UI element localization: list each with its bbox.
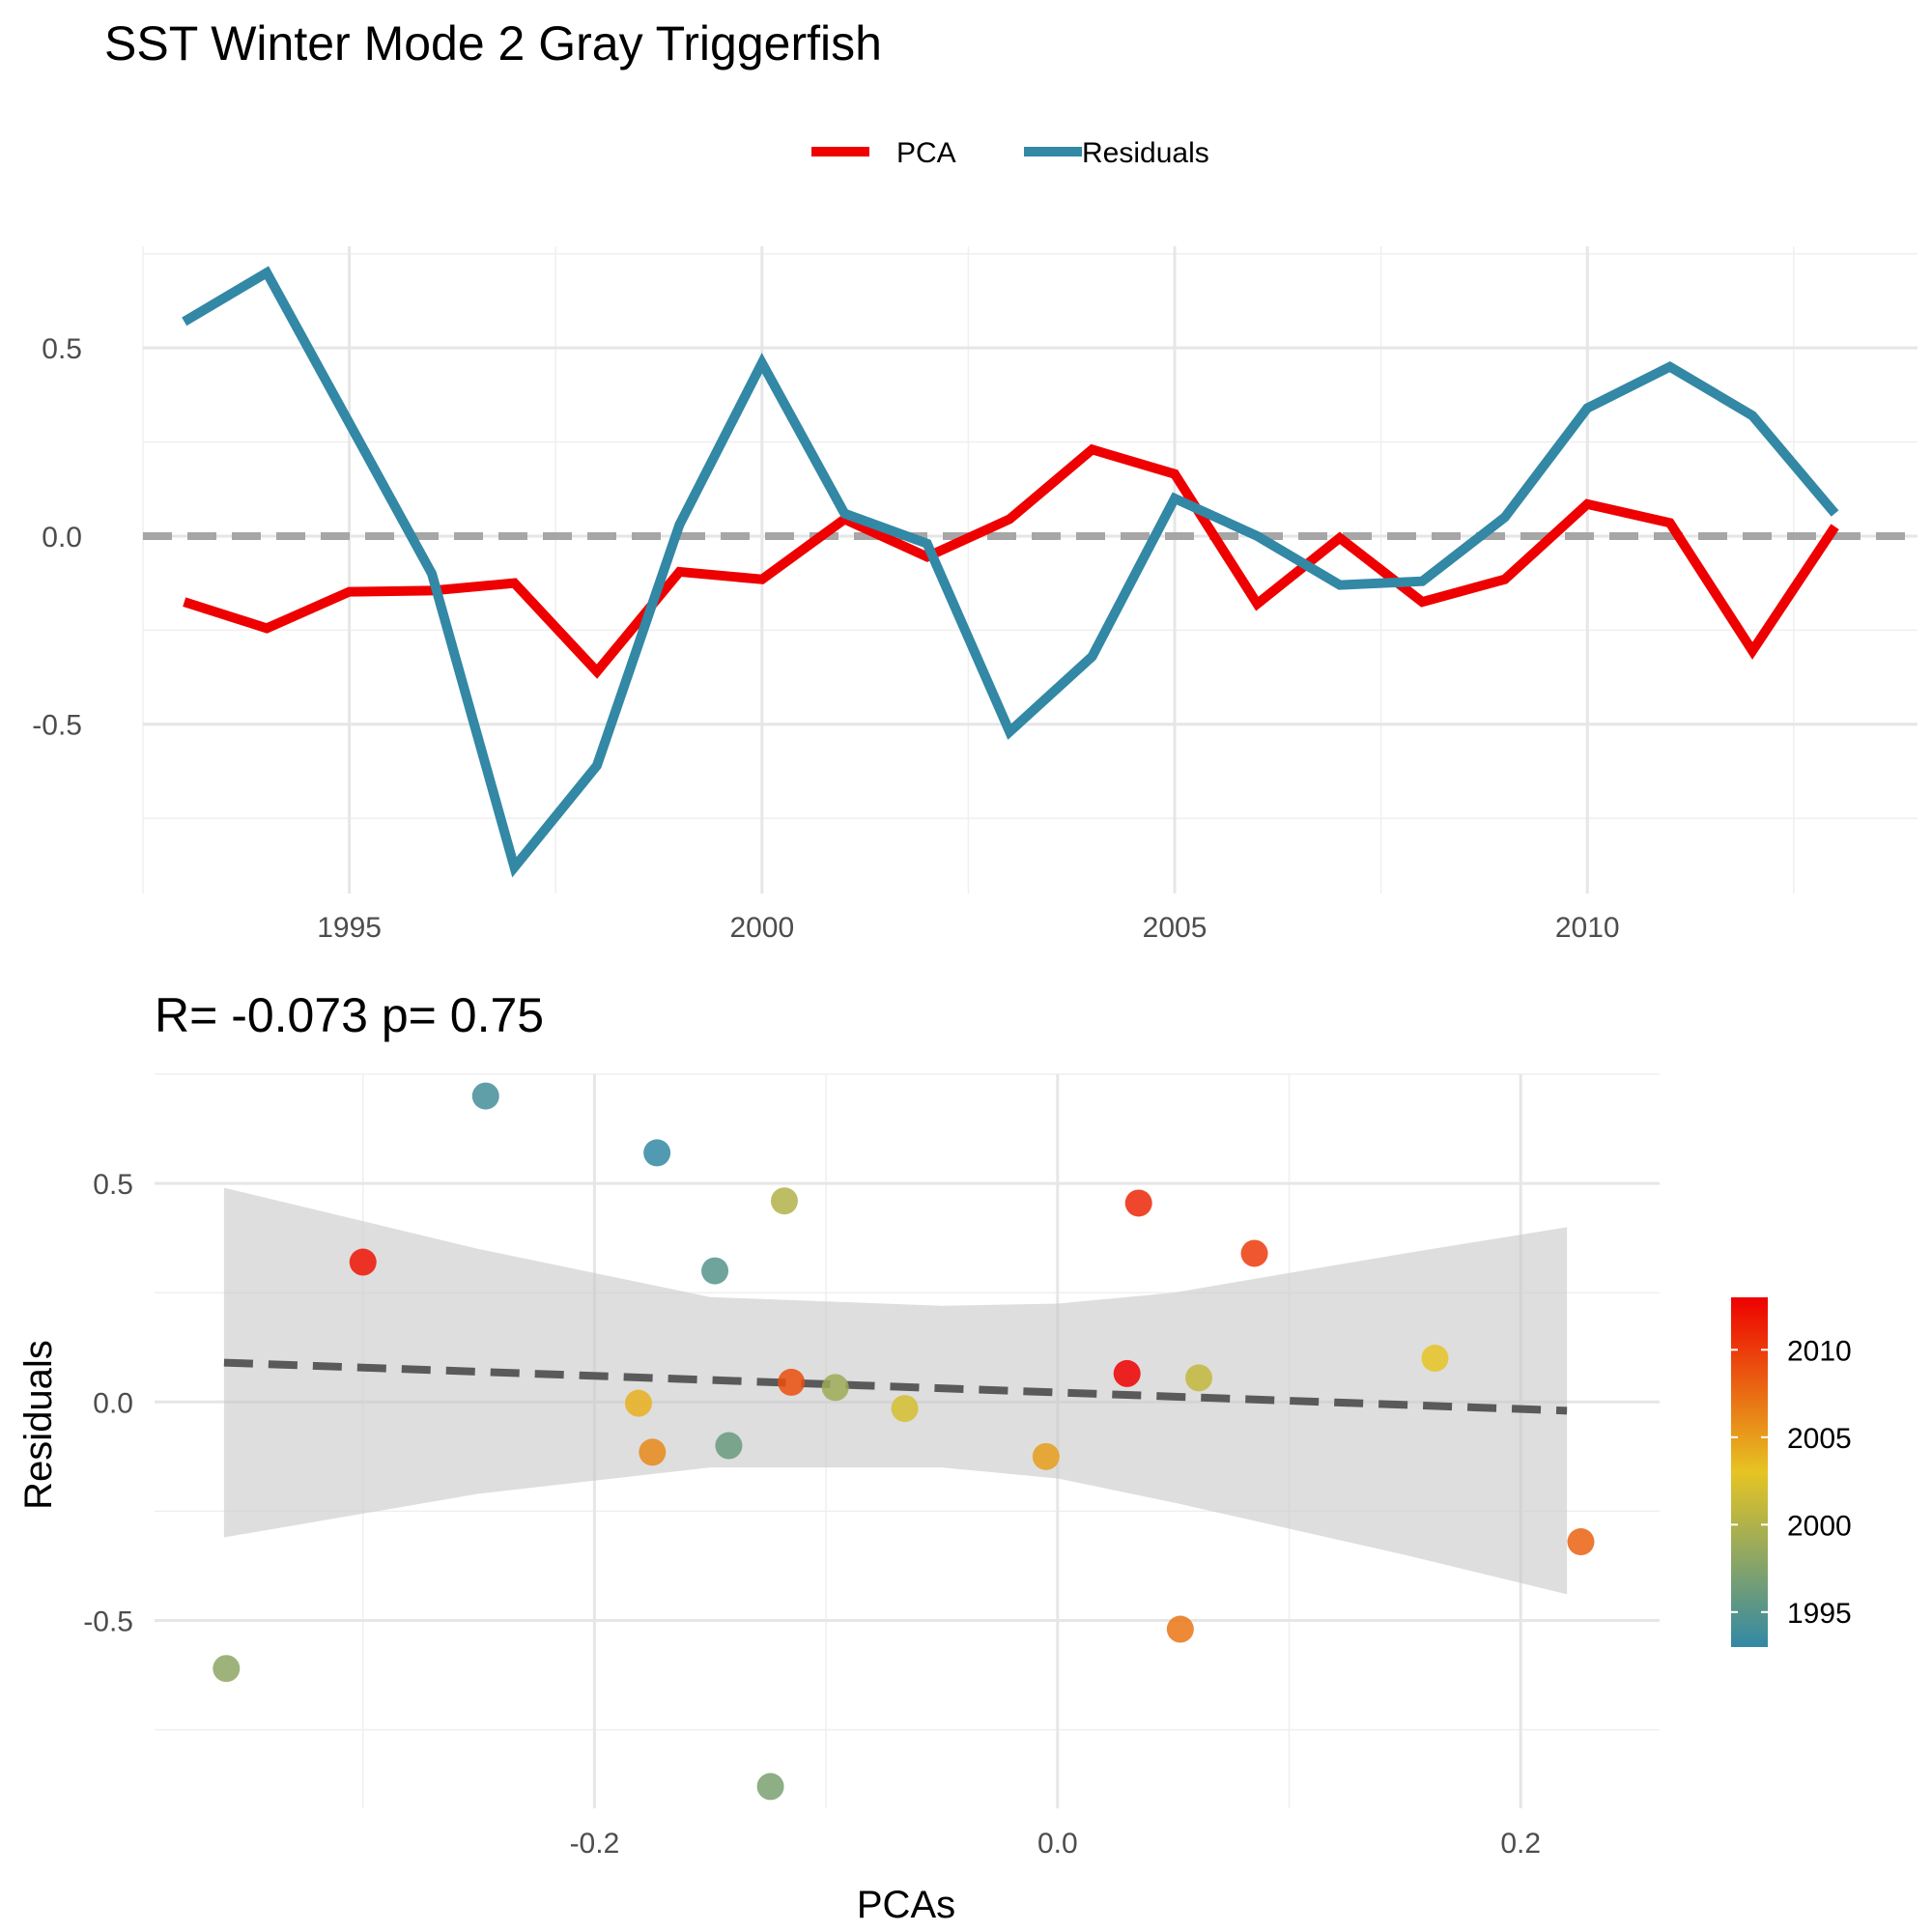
x-tick-label: 2010 bbox=[1555, 912, 1620, 944]
scatter-point bbox=[1032, 1442, 1060, 1470]
scatter-point bbox=[715, 1432, 743, 1460]
x-axis-title: PCAs bbox=[857, 1884, 955, 1926]
scatter-point bbox=[891, 1395, 919, 1423]
legend-label-residuals: Residuals bbox=[1082, 137, 1209, 169]
legend-label-pca: PCA bbox=[896, 137, 956, 169]
x-tick-label: 2005 bbox=[1143, 912, 1208, 944]
x-tick-label: 2000 bbox=[729, 912, 794, 944]
scatter-point bbox=[1185, 1364, 1213, 1392]
y-tick-label: -0.5 bbox=[83, 1605, 133, 1637]
scatter-point bbox=[471, 1082, 499, 1110]
x-tick-label: 1995 bbox=[317, 912, 382, 944]
y-tick-label: 0.0 bbox=[93, 1387, 133, 1419]
year-colorbar: 2010 2005 2000 1995 bbox=[1731, 1297, 1852, 1647]
colorbar-tick-label: 2010 bbox=[1787, 1335, 1852, 1367]
scatter-point bbox=[1240, 1239, 1268, 1267]
time-series-panel: 0.5 0.0 -0.5 1995 2000 2005 2010 bbox=[32, 246, 1918, 944]
y-tick-label: 0.0 bbox=[42, 522, 82, 554]
colorbar-tick-label: 1995 bbox=[1787, 1598, 1852, 1630]
scatter-point bbox=[821, 1374, 849, 1402]
x-tick-label: 0.2 bbox=[1500, 1828, 1541, 1860]
y-tick-label: 0.5 bbox=[93, 1169, 133, 1201]
scatter-point bbox=[1166, 1615, 1194, 1643]
colorbar-tick-label: 2005 bbox=[1787, 1423, 1852, 1455]
series-line-pca bbox=[183, 443, 1839, 679]
confidence-band bbox=[223, 1187, 1568, 1595]
scatter-point bbox=[1113, 1359, 1141, 1387]
x-tick-label: -0.2 bbox=[570, 1828, 620, 1860]
scatter-point bbox=[770, 1187, 798, 1215]
scatter-point bbox=[624, 1389, 652, 1417]
y-axis-title: Residuals bbox=[17, 1340, 60, 1510]
colorbar-tick-label: 2000 bbox=[1787, 1510, 1852, 1542]
scatter-point bbox=[1124, 1189, 1152, 1217]
series-line-residuals bbox=[182, 266, 1839, 878]
scatter-point bbox=[639, 1438, 667, 1466]
correlation-subtitle: R= -0.073 p= 0.75 bbox=[155, 988, 544, 1042]
scatter-point bbox=[643, 1139, 671, 1167]
scatter-point bbox=[778, 1368, 806, 1396]
scatter-point bbox=[1567, 1528, 1595, 1556]
scatter-point bbox=[701, 1257, 729, 1285]
legend: PCA Residuals bbox=[811, 137, 1209, 169]
scatter-panel: 0.5 0.0 -0.5 -0.2 0.0 0.2 bbox=[83, 1073, 1660, 1860]
scatter-point bbox=[1421, 1345, 1449, 1373]
colorbar-gradient bbox=[1731, 1297, 1768, 1647]
chart-title: SST Winter Mode 2 Gray Triggerfish bbox=[104, 16, 882, 71]
x-tick-label: 0.0 bbox=[1037, 1828, 1078, 1860]
scatter-point bbox=[756, 1773, 784, 1801]
scatter-point bbox=[349, 1248, 377, 1276]
y-tick-label: -0.5 bbox=[32, 710, 82, 742]
scatter-point bbox=[213, 1655, 241, 1683]
regression-line bbox=[223, 1358, 1568, 1415]
y-tick-label: 0.5 bbox=[42, 333, 82, 365]
